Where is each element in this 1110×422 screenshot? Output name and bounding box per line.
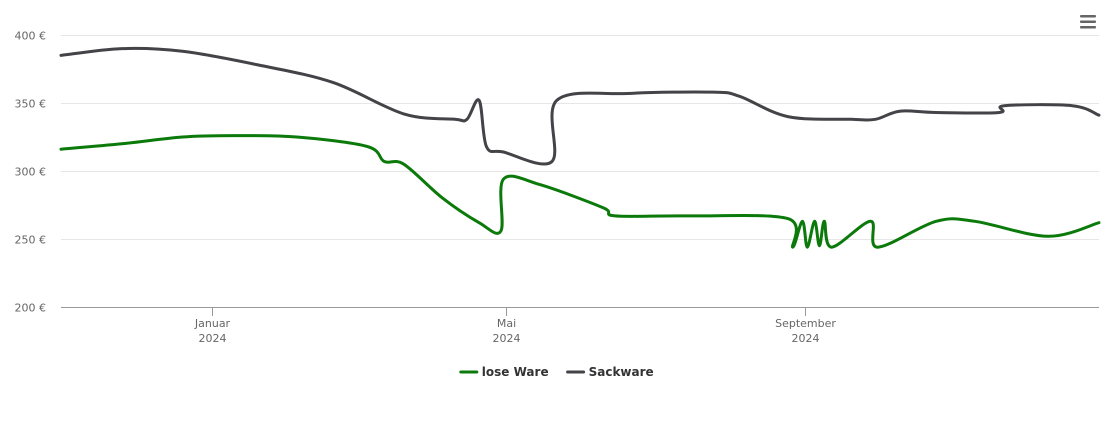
menu-bar-middle bbox=[1080, 20, 1096, 23]
series-line-lose-ware[interactable] bbox=[59, 134, 1101, 249]
menu-bar-bottom bbox=[1080, 26, 1096, 29]
x-tick-label-year: 2024 bbox=[199, 332, 227, 345]
legend-item[interactable]: lose Ware bbox=[459, 365, 549, 379]
x-tick-label-year: 2024 bbox=[493, 332, 521, 345]
series-line-sackware[interactable] bbox=[59, 46, 1101, 166]
y-tick-label: 350 € bbox=[15, 98, 47, 111]
x-tick-label-year: 2024 bbox=[792, 332, 820, 345]
x-tick-label: Mai bbox=[497, 317, 516, 330]
legend: lose Ware Sackware bbox=[459, 365, 654, 379]
grid-lines bbox=[61, 35, 1099, 240]
series-lines[interactable] bbox=[59, 46, 1101, 249]
y-tick-label: 400 € bbox=[15, 30, 47, 43]
y-tick-label: 300 € bbox=[15, 166, 47, 179]
x-tick-label: September bbox=[775, 317, 836, 330]
y-axis-labels: 200 € 250 € 300 € 350 € 400 € bbox=[15, 30, 47, 315]
legend-item[interactable]: Sackware bbox=[566, 365, 654, 379]
x-axis-labels: Januar 2024 Mai 2024 September 2024 bbox=[194, 308, 836, 345]
x-tick-label: Januar bbox=[194, 317, 231, 330]
legend-label: lose Ware bbox=[482, 365, 549, 379]
menu-bar-top bbox=[1080, 15, 1096, 18]
chart-menu-button[interactable] bbox=[1077, 12, 1099, 32]
legend-label: Sackware bbox=[589, 365, 654, 379]
y-tick-label: 250 € bbox=[15, 234, 47, 247]
y-tick-label: 200 € bbox=[15, 302, 47, 315]
